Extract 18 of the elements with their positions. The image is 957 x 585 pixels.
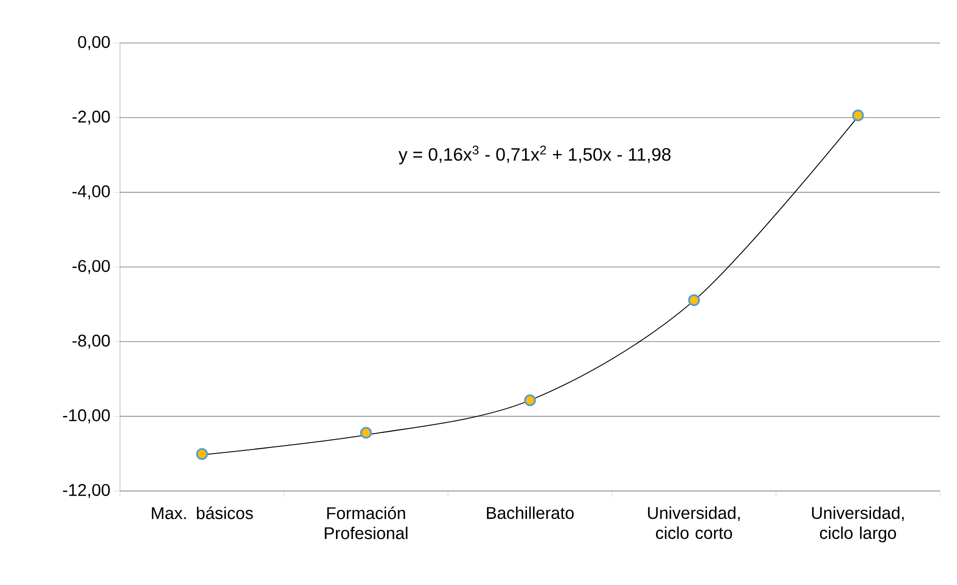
annotation: y = 0,16x$^{3}$ - 0,71x$^{2}$ + 1,50x - 11,98 [398, 146, 671, 164]
point [524, 394, 536, 406]
y-tick-label: -8,00 [72, 334, 110, 349]
y-tick-label: -10,00 [63, 409, 110, 424]
point [852, 110, 864, 122]
point [360, 426, 372, 439]
y-tick-label: -2,00 [72, 110, 110, 125]
x-tick-label: Formación Profesional [324, 506, 408, 540]
x-tick-label: Bachillerato [486, 506, 574, 519]
y-tick-label: -4,00 [72, 185, 110, 200]
x-tick-label: Universidad, ciclo corto [648, 506, 740, 539]
point [196, 448, 208, 460]
y-tick-label: 0,00 [78, 36, 110, 50]
y-tick-label: -12,00 [63, 484, 110, 498]
point [688, 294, 700, 306]
x-tick-label: Universidad, ciclo largo [812, 506, 904, 542]
y-tick-label: -6,00 [72, 260, 110, 274]
x-tick-label: Max. básicos [152, 506, 253, 520]
